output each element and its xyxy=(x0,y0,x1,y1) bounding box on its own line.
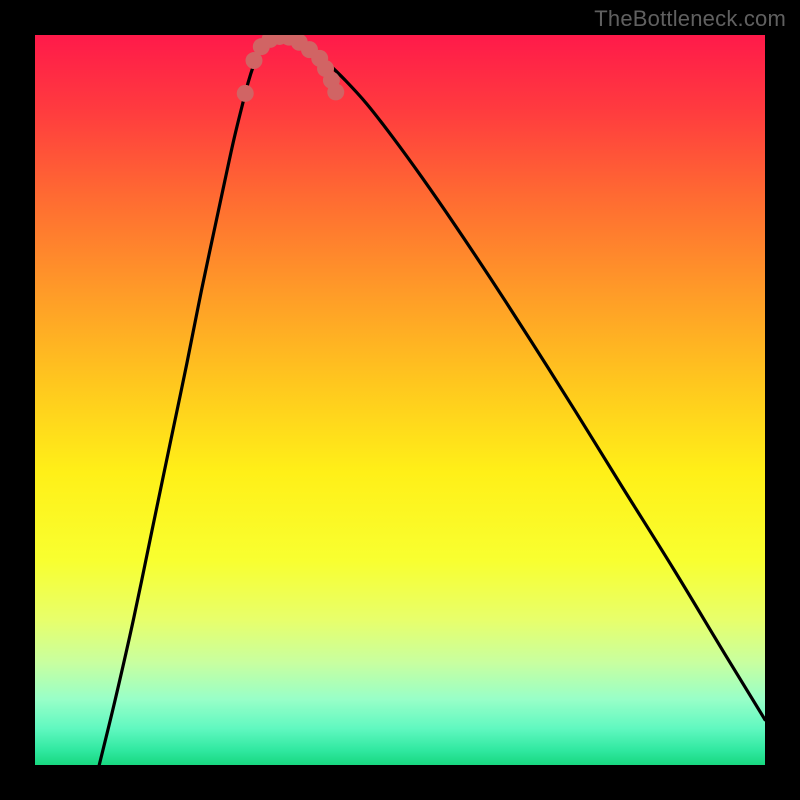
highlight-markers xyxy=(237,35,345,102)
bottleneck-curves xyxy=(35,35,765,765)
highlight-dot xyxy=(237,85,254,102)
curve-left xyxy=(99,36,276,765)
watermark-text: TheBottleneck.com xyxy=(594,6,786,32)
highlight-dot xyxy=(327,83,344,100)
outer-frame: TheBottleneck.com xyxy=(0,0,800,800)
curve-right xyxy=(276,36,765,720)
plot-area xyxy=(35,35,765,765)
